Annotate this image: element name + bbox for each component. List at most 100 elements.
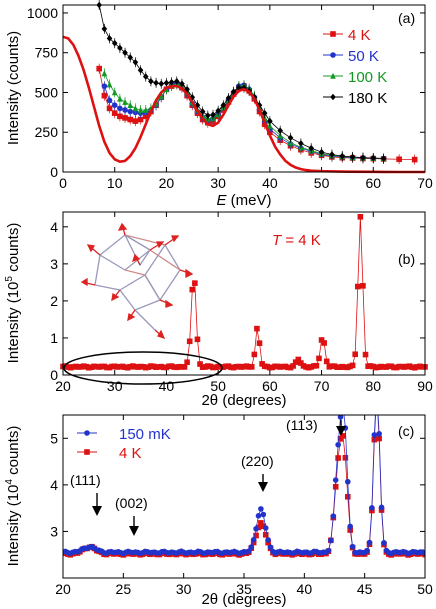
x-tick-label: 40 [262,175,278,191]
panel-b-y-axis-label: Intensity (105 counts) [4,223,22,364]
y-tick-label: 4 [50,477,58,493]
data-point [411,156,418,163]
panel-a-y-axis-label: Intensity (counts) [5,31,22,145]
data-point [122,98,128,105]
y-tick-label: 500 [35,84,59,100]
bond-2 [94,284,121,291]
data-point [142,73,149,80]
panel-a-legend: 4 K 50 K 100 K 180 K [323,27,387,107]
data-point [287,134,294,142]
spin-arrowhead-7 [111,292,120,302]
panel-c-y-axis-label: Intensity (104 counts) [4,426,22,567]
data-point [362,351,369,358]
data-point [106,97,113,104]
data-point [337,415,344,420]
legend-label: 4 K [119,445,142,462]
panel-c-y-axis-label-pre: Intensity (10 [5,485,22,567]
panel-c-x-axis-label: 2θ (degrees) [201,591,286,608]
data-point [349,362,356,369]
data-point [101,70,108,77]
x-tick-label: 80 [365,378,381,394]
data-point [111,110,118,116]
panel-a-label: (a) [398,10,415,26]
legend-label: 4 K [348,27,371,44]
data-point [137,106,144,113]
data-point [220,101,227,109]
data-point [253,532,259,539]
data-point [248,544,255,550]
panel-b-x-axis-label: 2θ (degrees) [201,392,286,409]
x-tick-label: 35 [236,581,252,597]
data-point [173,78,180,85]
data-point [117,113,123,120]
data-point [181,364,188,370]
data-point [106,105,113,112]
data-point [267,544,274,551]
panel-b-axes: 20 30 40 50 60 70 80 90 0 1 2 3 4 [50,212,433,394]
x-tick-label: 90 [417,378,433,394]
arrowhead-113 [336,426,346,436]
panel-b-y-axis-label-post: counts) [5,223,22,276]
data-point [290,363,296,369]
x-tick-label: 30 [210,175,226,191]
data-point [352,351,358,358]
data-point [168,78,175,86]
data-point [258,506,264,512]
panel-b-temperature-annotation: T = 4 K [272,232,321,249]
data-point [321,340,327,346]
data-point [316,355,322,362]
data-point [248,364,255,370]
panel-b-plot-area [60,214,428,371]
legend-marker [330,52,336,58]
data-point [250,536,257,543]
peak-annotations: (111) (002) (220) (113) [70,417,346,536]
data-point [179,80,185,88]
data-point [148,78,154,85]
data-point [376,430,382,437]
panel-b-temperature-var: T [272,232,283,249]
data-point [122,107,128,113]
panel-b-temperature-value: = 4 K [281,232,321,249]
data-point [328,537,334,544]
data-point [313,362,320,369]
x-tick-label: 10 [107,175,123,191]
data-point [422,550,425,557]
y-tick-label: 0 [50,164,58,180]
data-point [329,151,335,158]
data-point [186,338,193,345]
peak-label-113: (113) [286,417,318,433]
arrowhead-111 [92,506,102,516]
data-point [184,359,190,366]
data-point [335,455,341,461]
panel-c-label: (c) [398,423,414,439]
y-tick-label: 2 [50,293,58,309]
data-point [354,283,361,290]
tetrahedron-edge-3 [119,274,161,311]
data-point [360,154,366,161]
data-point [158,93,165,100]
data-point [298,140,304,147]
x-tick-label: 30 [107,378,123,394]
legend-marker [330,93,336,101]
x-tick-label: 60 [365,175,381,191]
panel-c-legend: 150 mK 4 K [77,426,171,462]
tetrahedron-edge-2 [123,233,151,267]
peak-label-111: (111) [70,472,101,488]
spin-arrowhead-9 [127,312,136,322]
data-point [111,39,118,47]
y-tick-label: 3 [50,523,58,539]
data-point [396,156,402,163]
data-point [250,539,257,546]
spin-arrowhead-5 [185,268,194,279]
x-tick-label: 40 [159,378,175,394]
data-point [117,44,123,52]
crystal-structure-inset [80,222,194,340]
bond-5 [149,249,181,271]
x-tick-label: 30 [176,581,192,597]
data-point [265,537,271,543]
data-point [260,511,267,518]
bond-6 [124,269,146,276]
data-point [253,525,259,532]
data-point [246,548,252,554]
data-point [298,360,304,366]
